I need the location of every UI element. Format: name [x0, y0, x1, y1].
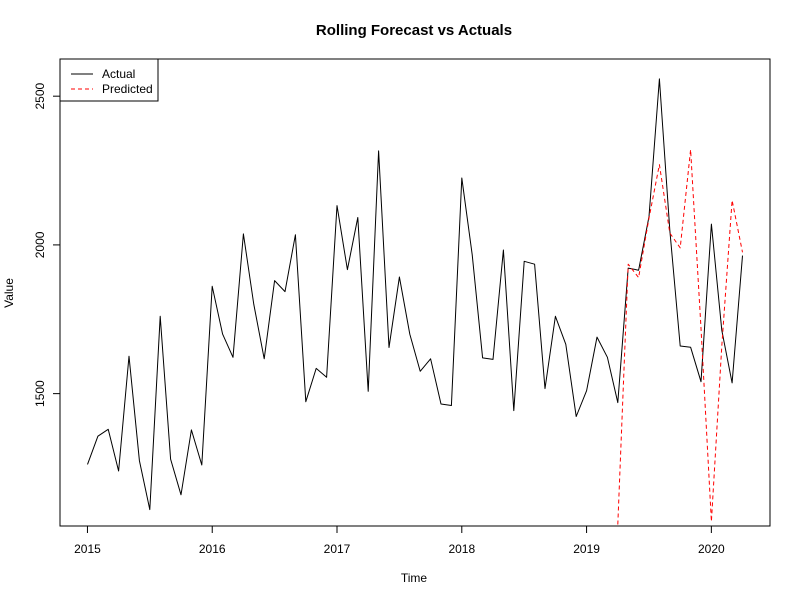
y-tick-label: 2500 — [33, 83, 47, 110]
x-axis: 2015 2016 2017 2018 2019 2020 — [74, 526, 725, 556]
plot-frame — [59, 58, 771, 527]
chart-title: Rolling Forecast vs Actuals — [316, 22, 512, 39]
x-tick-label: 2016 — [199, 542, 226, 556]
y-tick-label: 2000 — [33, 231, 47, 258]
x-tick-label: 2017 — [324, 542, 351, 556]
legend: Actual Predicted — [59, 58, 159, 102]
x-tick-label: 2018 — [448, 542, 475, 556]
y-axis: 1500 2000 2500 — [33, 83, 60, 407]
series-line-actual — [87, 78, 743, 511]
legend-box — [59, 58, 159, 102]
x-axis-label: Time — [401, 571, 428, 585]
legend-predicted-label: Predicted — [102, 82, 153, 96]
y-tick-label: 1500 — [33, 380, 47, 407]
x-tick-label: 2019 — [573, 542, 600, 556]
x-tick-label: 2015 — [74, 542, 101, 556]
legend-actual-label: Actual — [102, 67, 135, 81]
series-layer — [87, 78, 743, 525]
y-axis-label: Value — [2, 278, 16, 308]
x-tick-label: 2020 — [698, 542, 725, 556]
series-line-predicted — [617, 149, 743, 525]
